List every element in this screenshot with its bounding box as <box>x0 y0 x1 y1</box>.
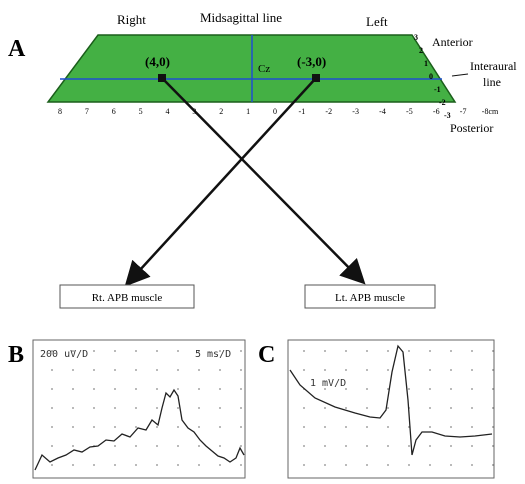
x-tick-label: -8cm <box>482 107 499 116</box>
side-label: Right <box>117 12 146 27</box>
x-tick-label: 2 <box>219 107 223 116</box>
x-tick-label: 6 <box>112 107 116 116</box>
direction-label: line <box>483 75 501 89</box>
x-tick-label: -4 <box>379 107 386 116</box>
point-label: (4,0) <box>145 54 170 69</box>
direction-label: Interaural <box>470 59 517 73</box>
x-tick-label: 4 <box>166 107 170 116</box>
x-tick-label: 3 <box>192 107 196 116</box>
x-tick-label: -2 <box>325 107 332 116</box>
x-tick-label: -5 <box>406 107 413 116</box>
midline-label: Midsagittal line <box>200 10 282 25</box>
panel-label: A <box>8 36 26 62</box>
x-tick-label: 8 <box>58 107 62 116</box>
x-tick-label: 7 <box>85 107 89 116</box>
x-tick-label: 1 <box>246 107 250 116</box>
scale-label: 1 mV/D <box>310 378 346 389</box>
scale-label: 5 ms/D <box>195 349 231 360</box>
x-tick-label: -7 <box>460 107 467 116</box>
y-tick-label: -2 <box>439 98 446 107</box>
x-tick-label: -3 <box>352 107 359 116</box>
side-label: Left <box>366 14 388 29</box>
y-tick-label: -3 <box>444 111 451 120</box>
y-tick-label: 3 <box>414 33 418 42</box>
x-tick-label: 5 <box>139 107 143 116</box>
y-tick-label: -1 <box>434 85 441 94</box>
figure: A Right Midsagittal line Left Cz (4,0) (… <box>0 0 525 484</box>
x-tick-label: -1 <box>299 107 306 116</box>
trace-frame <box>33 340 245 478</box>
panel-label: C <box>258 342 275 368</box>
muscle-label: Lt. APB muscle <box>335 292 405 304</box>
x-tick-label: 0 <box>273 107 277 116</box>
point-label: (-3,0) <box>297 54 326 69</box>
pointer <box>452 74 468 76</box>
y-tick-label: 1 <box>424 59 428 68</box>
y-tick-label: 0 <box>429 72 433 81</box>
direction-label: Posterior <box>450 121 493 135</box>
muscle-label: Rt. APB muscle <box>92 292 163 304</box>
y-tick-label: 2 <box>419 46 423 55</box>
direction-label: Anterior <box>432 35 473 49</box>
x-tick-label: -6 <box>433 107 440 116</box>
panel-label: B <box>8 342 24 368</box>
scale-label: 200 uV/D <box>40 349 88 360</box>
cz-label: Cz <box>258 63 270 75</box>
trace-frame <box>288 340 494 478</box>
